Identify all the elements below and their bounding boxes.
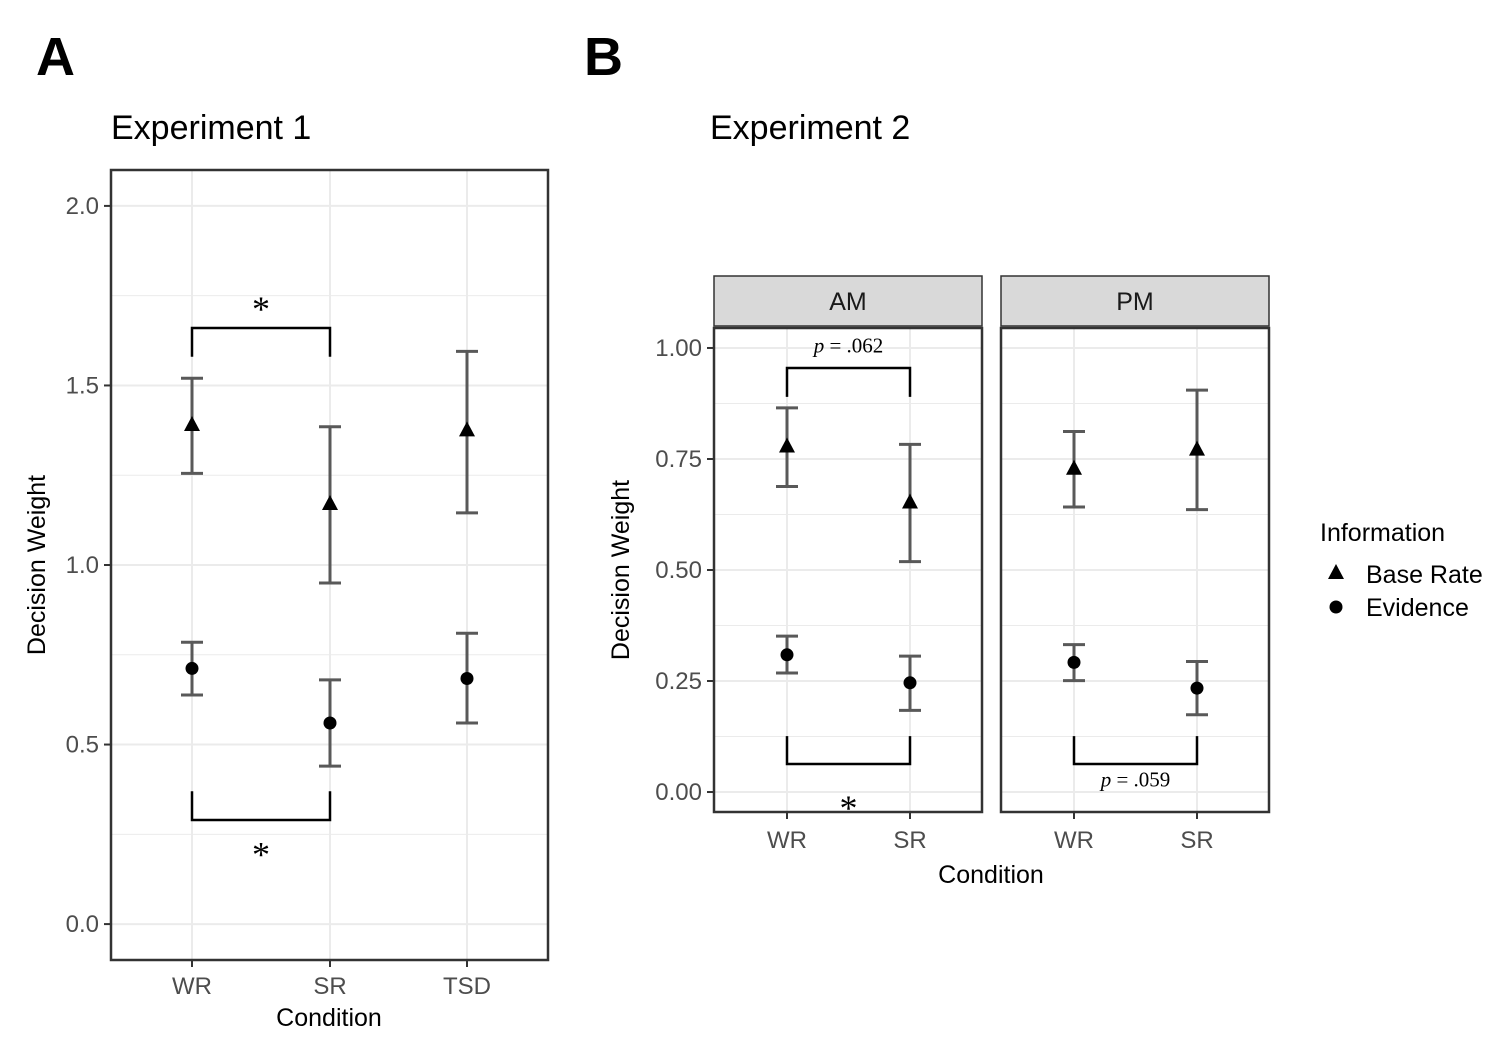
y-axis-title: Decision Weight [607, 480, 635, 660]
y-axis-ticks: 0.0 0.5 1.0 1.5 2.0 [66, 193, 111, 938]
legend: Information Base Rate Evidence [1320, 519, 1483, 622]
y-tick-label: 1.00 [655, 335, 702, 362]
chart-experiment-1: Experiment 1 ** 0.00.51.01.52.0 WR SR TSD … [23, 109, 550, 1032]
significance-label: p = .059 [1099, 768, 1171, 792]
gridlines [1001, 328, 1269, 812]
data-point-circle [780, 648, 794, 662]
chart-title: Experiment 2 [710, 109, 910, 147]
significance-annotations: ** [190, 289, 332, 875]
significance-bracket [785, 366, 912, 397]
x-axis-title: Condition [276, 1004, 382, 1032]
x-tick-label: SR [313, 973, 346, 1000]
legend-label-evidence: Evidence [1366, 594, 1469, 622]
significance-label: * [252, 835, 270, 875]
y-axis-ticks: 0.00 0.25 0.50 0.75 1.00 [655, 335, 714, 806]
significance-label: p = .062 [812, 333, 884, 357]
significance-bracket [190, 791, 332, 822]
significance-label: * [840, 788, 858, 828]
data-point-circle [323, 716, 337, 730]
y-tick-label: 0.50 [655, 557, 702, 584]
data-point-circle [1067, 655, 1081, 669]
y-tick-label: 0.5 [66, 732, 99, 759]
facet-label-am: AM [829, 288, 867, 316]
data-point-triangle [902, 493, 918, 509]
circle-icon [1329, 600, 1343, 614]
data-point-triangle [184, 415, 200, 431]
y-tick-label: 0.0 [66, 911, 99, 938]
data-point-triangle [322, 494, 338, 510]
x-axis-ticks: WR SR WR SR [767, 812, 1214, 854]
x-tick-label: TSD [443, 973, 491, 1000]
significance-bracket [190, 326, 332, 357]
significance-annotations: p = .062 * [785, 333, 912, 828]
data-point-circle [185, 661, 199, 675]
y-tick-label: 0.75 [655, 446, 702, 473]
y-tick-label: 1.0 [66, 552, 99, 579]
data-point-triangle [459, 421, 475, 437]
data-point-circle [903, 676, 917, 690]
data-marks [181, 349, 478, 768]
data-marks [776, 406, 921, 712]
y-axis-title: Decision Weight [23, 475, 51, 655]
facet-strip-pm [1000, 275, 1270, 327]
panel-border-pm [999, 326, 1271, 814]
y-tick-label: 0.00 [655, 779, 702, 806]
facet-label-pm: PM [1116, 288, 1154, 316]
chart-experiment-2: Experiment 2 AM p = .062 * PM p = .059 0.… [607, 109, 1271, 889]
x-tick-label: WR [1054, 827, 1094, 854]
significance-bracket [1072, 736, 1199, 766]
chart-title: Experiment 1 [111, 109, 311, 147]
panel-a-letter: A [36, 27, 75, 87]
data-point-triangle [1189, 440, 1205, 456]
facet-strip-am [713, 275, 983, 327]
x-axis-title: Condition [938, 861, 1044, 889]
significance-annotations: p = .059 [1072, 736, 1199, 792]
y-tick-label: 1.5 [66, 372, 99, 399]
legend-label-base-rate: Base Rate [1366, 561, 1483, 589]
significance-label: * [252, 289, 270, 329]
legend-title: Information [1320, 519, 1445, 547]
data-point-circle [1190, 681, 1204, 695]
data-point-circle [460, 671, 474, 685]
y-tick-label: 0.25 [655, 668, 702, 695]
x-tick-label: SR [1180, 827, 1213, 854]
gridlines [714, 328, 982, 812]
x-tick-label: WR [767, 827, 807, 854]
triangle-icon [1328, 564, 1344, 579]
data-point-triangle [1066, 459, 1082, 475]
data-point-triangle [779, 437, 795, 453]
panel-b-letter: B [584, 27, 623, 87]
significance-bracket [785, 736, 912, 766]
x-tick-label: WR [172, 973, 212, 1000]
data-marks [1063, 388, 1208, 717]
x-axis-ticks: WR SR TSD [172, 960, 491, 1000]
x-tick-label: SR [893, 827, 926, 854]
y-tick-label: 2.0 [66, 193, 99, 220]
